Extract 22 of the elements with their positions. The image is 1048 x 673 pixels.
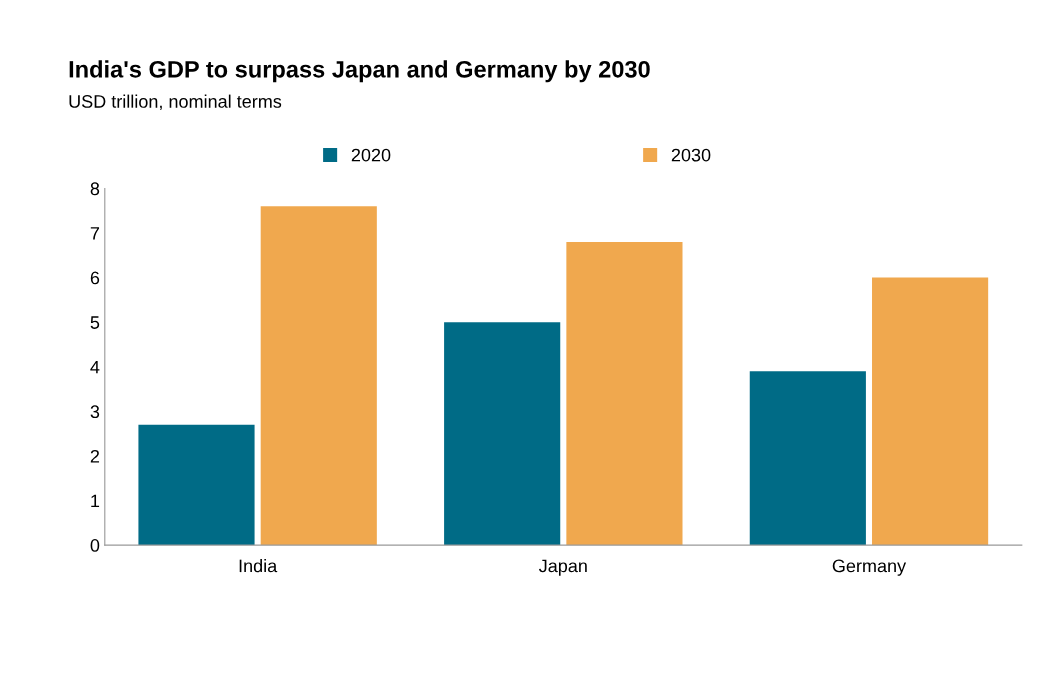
y-tick-label: 7 <box>90 227 100 240</box>
bar <box>872 277 989 546</box>
legend-label: 2030 <box>671 148 711 162</box>
chart-title: India's GDP to surpass Japan and Germany by 2030 <box>69 60 650 83</box>
y-tick-label: 5 <box>90 316 100 329</box>
legend-label: 2020 <box>351 148 391 162</box>
y-tick-label: 3 <box>90 405 100 419</box>
x-tick-label: India <box>239 559 278 573</box>
bar <box>566 241 683 546</box>
y-tick-label: 2 <box>90 449 100 463</box>
chart-subtitle: USD trillion, nominal terms <box>69 94 282 110</box>
bar <box>444 322 561 546</box>
x-tick-label: Japan <box>538 559 587 576</box>
x-tick-label: Germany <box>832 559 907 576</box>
bar <box>260 206 377 546</box>
y-tick-label: 1 <box>91 494 100 508</box>
bar <box>749 371 866 546</box>
y-tick-label: 6 <box>90 271 100 285</box>
y-tick-label: 4 <box>90 360 100 374</box>
y-tick-label: 8 <box>90 182 100 196</box>
bar <box>138 424 255 546</box>
y-tick-label: 0 <box>90 539 100 552</box>
